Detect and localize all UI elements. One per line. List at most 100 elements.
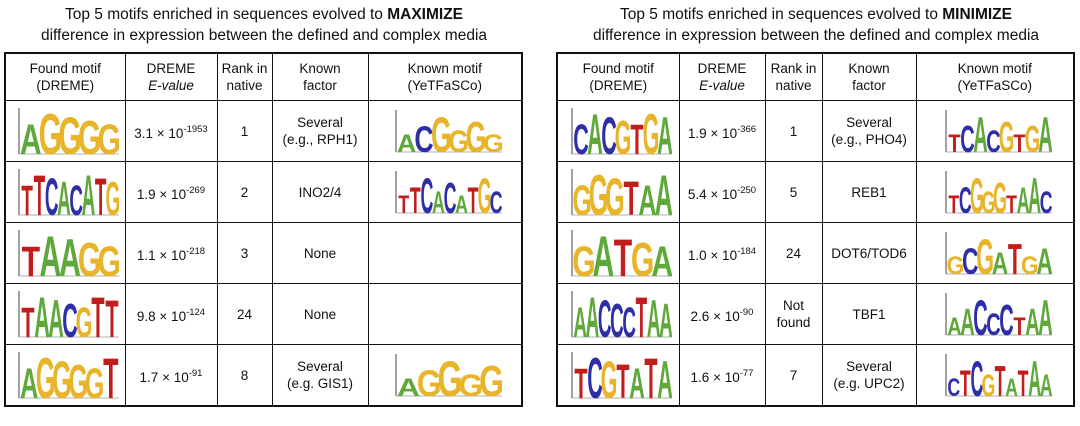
logo-letter: A [1005,373,1018,400]
logo-letter: C [414,119,433,156]
logo-letter: G [946,252,964,278]
logo-letter: T [1006,190,1017,217]
logo-letter: G [589,165,609,219]
logo-letter: G [106,172,121,219]
motif-table: Found motif (DREME) DREME E-value Rank in n… [4,52,523,407]
logo-letter: A [593,226,615,280]
rank-cell: 24 [216,283,273,345]
rank-value: 3 [240,245,249,261]
logo-letter: C [970,351,983,400]
header-row: Found motif (DREME) DREME E-value Rank in n… [556,52,1075,101]
rank-cell: 2 [216,161,273,223]
logo-letter: T [645,348,658,402]
logo-letter: C [960,120,974,156]
title-line-2: difference in expression between the def… [592,27,1040,44]
logo-letter: G [572,237,595,280]
logo-letter: G [98,237,121,280]
header-found-motif: Found motif (DREME) [4,52,126,101]
logo-letter: G [573,177,593,219]
evalue-exponent: -124 [186,306,206,318]
factor-name: TBF1 [852,306,886,322]
rank-cell: 8 [216,344,273,407]
factor-name: None [303,306,337,322]
known-factor-cell: Several (e.g. UPC2) [821,344,917,407]
logo-letter: T [960,363,971,400]
logo-letter: C [986,306,1000,339]
logo-letter: G [981,369,995,400]
title-line-2: difference in expression between the def… [40,27,488,44]
rank-value: 24 [785,245,802,261]
rank-cell: Not found [764,283,823,345]
logo-letter: T [103,348,118,402]
known-motif-cell [367,222,523,284]
evalue-cell: 1.0 × 10-184 [678,222,766,284]
factor-name: None [303,245,337,261]
title-text: Top 5 motifs enriched in sequences evolv… [64,6,388,23]
logo-letter: A [587,104,603,158]
rank-cell: 3 [216,222,273,284]
logo-letter: T [1013,312,1025,339]
rank-value: 2 [240,184,249,200]
logo-letter: T [398,190,409,217]
logo-letter: G [615,110,632,158]
logo-letter: A [1038,109,1052,156]
evalue-base: 1.0 × 10 [687,247,738,263]
factor-name: INO2/4 [298,184,342,200]
rank-value: 8 [240,367,249,383]
evalue-base: 1.6 × 10 [690,369,740,385]
logo-letter: G [76,299,93,341]
logo-letter: A [1038,292,1052,339]
header-known-motif: Known motif (YeTFaSCo) [915,52,1075,101]
logo-letter: G [998,113,1014,156]
logo-letter: C [601,107,617,158]
logo-letter: G [59,107,82,158]
logo-letter: G [36,348,56,402]
header-known-factor: Known factor [821,52,917,101]
logo-letter: C [610,294,624,341]
logo-letter: C [623,299,637,341]
logo-letter: T [1008,235,1022,278]
logo-letter: G [605,168,625,219]
motif-row: T A A G G 1.1 × 10-218 3 None [4,222,523,284]
factor-name: Several [846,359,892,374]
evalue-exponent: -184 [737,245,757,257]
logo-letter: A [1036,240,1052,278]
logo-letter: G [417,363,442,400]
logo-letter: G [981,186,995,217]
factor-name: Several [297,115,343,130]
known-factor-cell: TBF1 [821,283,917,345]
logo-letter: A [20,115,42,158]
logo-letter: A [59,229,81,280]
header-rank: Rank in native [216,52,273,101]
evalue-cell: 1.7 × 10-91 [124,344,218,407]
logo-letter: A [34,287,50,341]
logo-letter: A [1016,180,1029,217]
evalue-base: 5.4 × 10 [687,186,738,202]
logo-letter: A [655,165,673,219]
evalue-cell: 3.1 × 10-1953 [124,100,218,162]
logo-letter: G [52,351,72,402]
logo-letter: C [573,116,589,158]
logo-letter: A [397,374,420,400]
evalue-exponent: -269 [186,184,206,196]
known-factor-cell: DOT6/TOD6 [821,222,917,284]
panel-title: Top 5 motifs enriched in sequences evolv… [4,4,524,46]
logo-letter: A [586,287,600,341]
logo-letter: G [39,104,62,158]
logo-letter: T [106,290,119,341]
logo-letter: A [432,186,445,217]
motif-table: Found motif (DREME) DREME E-value Rank in n… [556,52,1075,407]
logo-letter: T [631,116,644,158]
logo-letter: C [986,123,1000,156]
